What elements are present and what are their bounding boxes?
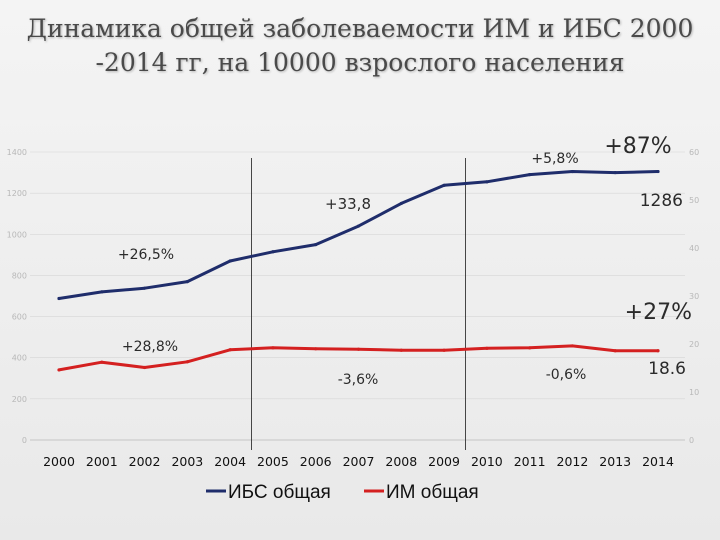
data-point [185,360,189,364]
x-tick-label: 2004 [214,454,246,469]
right-tick-label: 40 [689,244,699,253]
data-annotation: +33,8 [325,195,371,213]
x-tick-label: 2000 [43,454,75,469]
left-tick-label: 600 [12,313,27,322]
data-point [570,344,575,348]
left-tick-label: 400 [12,354,27,363]
x-tick-label: 2010 [471,454,503,469]
data-point [228,259,232,263]
left-tick-label: 1200 [7,189,27,198]
data-point [356,347,361,351]
x-tick-label: 2011 [514,454,546,469]
right-tick-label: 30 [689,292,699,301]
data-point [100,360,104,364]
data-point [356,224,361,228]
x-tick-label: 2001 [86,454,118,469]
data-annotation: +26,5% [118,247,174,263]
data-point [314,347,318,351]
data-point [528,346,532,350]
x-tick-label: 2014 [642,454,674,469]
x-tick-label: 2002 [129,454,161,469]
data-point [57,296,61,301]
x-tick-label: 2005 [257,454,289,469]
data-annotation: -3,6% [338,372,379,388]
data-annotation: 1286 [640,191,683,211]
x-tick-label: 2009 [428,454,460,469]
right-tick-label: 20 [689,340,699,349]
data-point [656,349,660,353]
data-annotation: +27% [625,300,692,325]
data-point [185,280,189,284]
left-tick-label: 200 [12,395,27,404]
left-tick-label: 1400 [7,148,27,157]
data-point [142,286,147,290]
data-annotation: +28,8% [122,339,178,355]
x-tick-label: 2007 [343,454,375,469]
ibs-series-line [57,170,660,300]
data-point [442,183,446,187]
data-point [57,368,61,372]
data-point [399,201,403,206]
data-point [485,180,489,184]
data-point [570,169,575,174]
data-annotation: -0,6% [546,367,587,383]
right-tick-label: 50 [689,196,699,205]
data-point [314,242,318,247]
data-point [399,348,403,352]
data-point [613,349,617,353]
left-tick-label: 1000 [7,230,27,239]
legend-label: ИБС общая [228,482,331,503]
data-point [613,170,617,175]
right-tick-label: 10 [689,388,699,397]
data-point [656,169,660,174]
data-annotation: +87% [604,134,671,159]
data-point [100,290,104,294]
right-tick-label: 60 [689,148,699,157]
left-tick-label: 800 [12,271,27,280]
right-tick-label: 0 [689,436,694,445]
x-tick-label: 2006 [300,454,332,469]
data-point [228,348,232,352]
left-tick-label: 0 [22,436,27,445]
data-point [528,173,532,177]
data-point [271,250,275,254]
data-point [142,365,147,370]
data-annotation: +5,8% [531,151,578,167]
legend-label: ИМ общая [386,482,479,503]
chart-title: Динамика общей заболеваемости ИМ и ИБС 2… [26,14,694,77]
data-point [485,346,489,350]
data-point [271,346,275,350]
data-point [442,348,446,352]
data-annotation: 18.6 [648,359,686,379]
x-tick-label: 2012 [557,454,589,469]
x-tick-label: 2003 [171,454,203,469]
x-tick-label: 2008 [385,454,417,469]
x-tick-label: 2013 [599,454,631,469]
